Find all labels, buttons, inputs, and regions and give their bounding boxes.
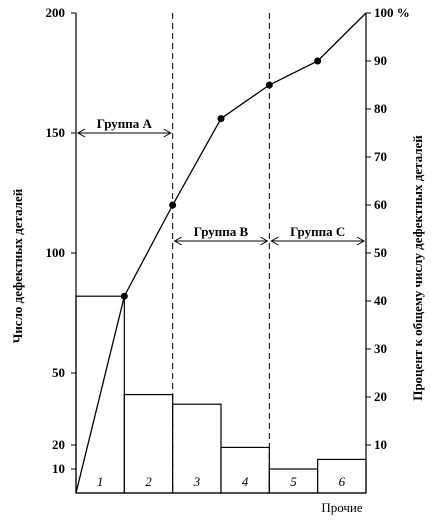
y2-tick-label-70: 70 <box>374 149 387 164</box>
cumulative-point-1 <box>120 292 128 300</box>
axes-layer: 200 150 100 50 20 10 100 % 90 80 70 60 50 40 30 20 10 <box>46 5 410 494</box>
bar-label-6: 6 <box>339 474 346 489</box>
cumulative-layer <box>75 12 367 494</box>
y2-tick-label-60: 60 <box>374 197 387 212</box>
group-label-bg-1 <box>185 225 257 239</box>
group-arrow-head-right-2 <box>356 236 366 246</box>
bar-label-4: 4 <box>242 474 249 489</box>
group-label-0: Группа A <box>97 116 153 131</box>
cumulative-point-2 <box>169 201 177 209</box>
y2-tick-label-30: 30 <box>374 341 387 356</box>
y2-tick-label-90: 90 <box>374 53 387 68</box>
group-label-2: Группа C <box>290 224 345 239</box>
group-arrow-head-right-1 <box>260 236 269 246</box>
y2-tick-label-40: 40 <box>374 293 387 308</box>
y2-tick-label-80: 80 <box>374 101 387 116</box>
cumulative-point-5 <box>314 57 322 65</box>
y2-tick-label-100: 100 % <box>374 5 410 20</box>
y-tick-label-10: 10 <box>52 461 65 476</box>
y-tick-label-20: 20 <box>52 437 65 452</box>
y-tick-label-150: 150 <box>46 125 66 140</box>
bar-3 <box>172 403 222 494</box>
bar-label-1: 1 <box>97 474 104 489</box>
bars-layer: 1 2 3 4 5 6 <box>75 295 367 494</box>
y2-axis-title: Процент к общему числу дефектных деталей <box>410 135 425 401</box>
bar-label-3: 3 <box>193 474 201 489</box>
groups-layer: Группа A Группа B Группа C <box>76 13 366 493</box>
y-tick-label-50: 50 <box>52 365 65 380</box>
group-label-1: Группа B <box>194 224 249 239</box>
group-label-bg-2 <box>281 225 354 239</box>
y2-tick-label-50: 50 <box>374 245 387 260</box>
bar-2 <box>123 394 174 494</box>
group-arrow-head-left-2 <box>270 236 279 246</box>
y-tick-label-100: 100 <box>46 245 66 260</box>
cumulative-point-4 <box>265 81 273 89</box>
bar-label-2: 2 <box>145 474 152 489</box>
group-arrow-head-left-1 <box>173 236 182 246</box>
bar-label-5: 5 <box>290 474 297 489</box>
group-label-bg-0 <box>88 117 161 131</box>
y-tick-label-200: 200 <box>46 5 66 20</box>
group-arrow-head-right-0 <box>163 128 172 138</box>
y2-tick-label-20: 20 <box>374 389 387 404</box>
y-axis-title: Число дефектных деталей <box>10 188 25 343</box>
other-label: Прочие <box>321 500 363 515</box>
group-arrow-head-left-0 <box>76 128 86 138</box>
cumulative-point-3 <box>217 115 225 123</box>
y2-tick-label-10: 10 <box>374 437 387 452</box>
bar-6 <box>317 458 367 494</box>
